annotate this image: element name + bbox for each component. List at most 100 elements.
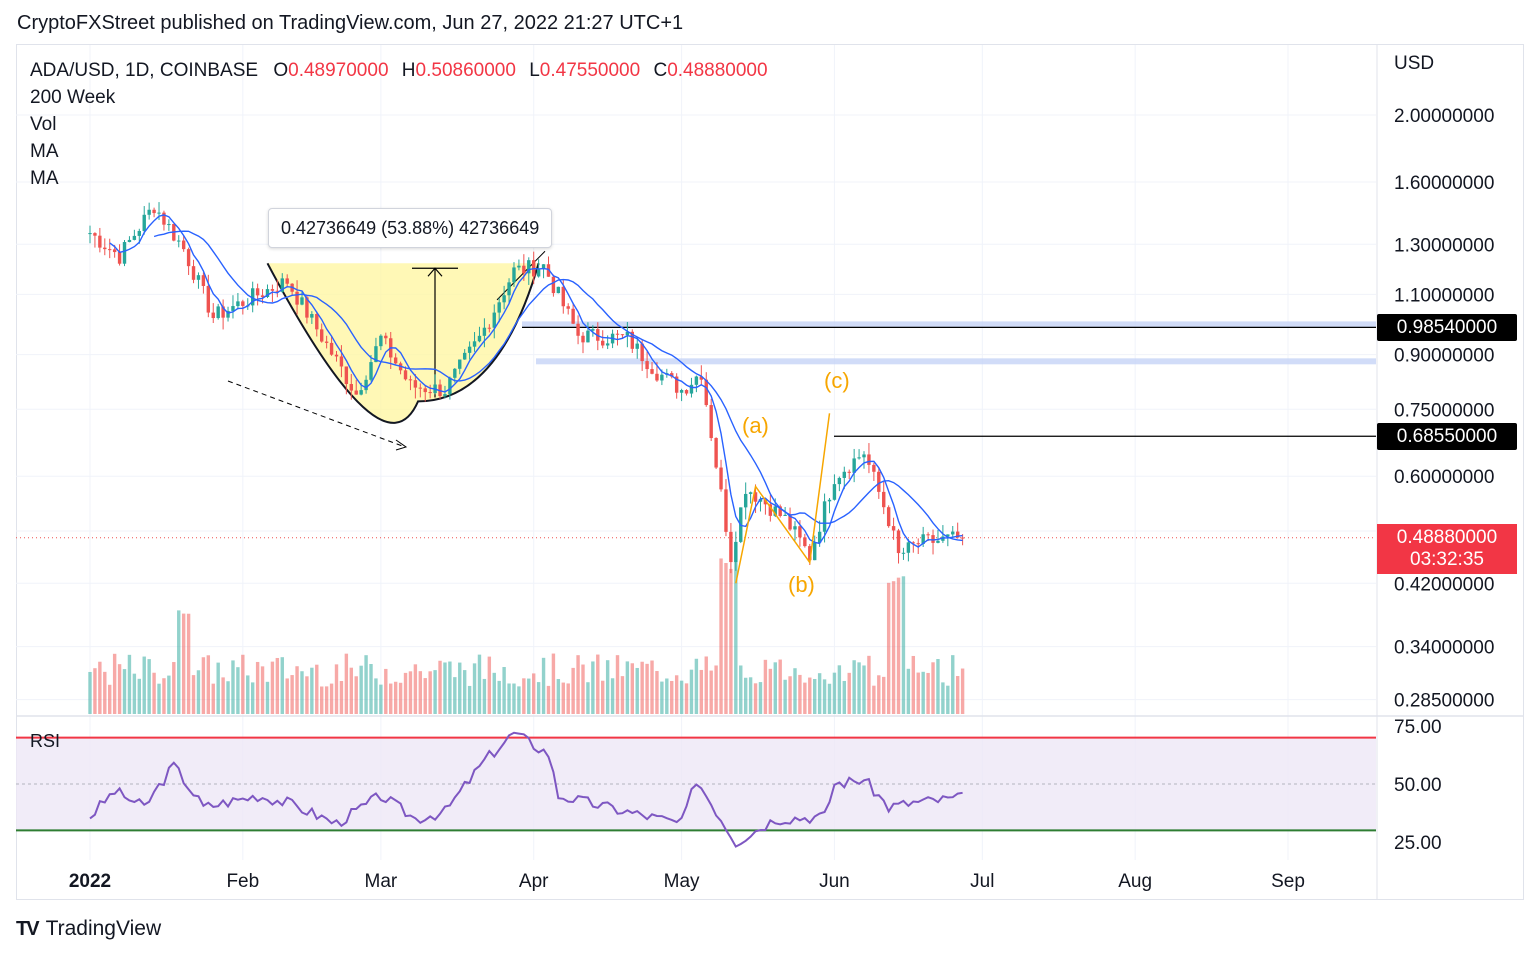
candle-body <box>803 537 807 547</box>
price-tick-label: 1.10000000 <box>1394 285 1494 306</box>
candle-body <box>936 540 940 543</box>
candle-body <box>413 380 418 388</box>
volume-bar <box>704 656 708 714</box>
volume-bar <box>877 675 881 714</box>
candle-body <box>694 376 699 385</box>
volume-bar <box>832 672 837 714</box>
candle-body <box>181 240 186 250</box>
candle-body <box>260 295 265 298</box>
volume-bar <box>556 679 561 714</box>
volume-bar <box>453 677 457 714</box>
ma-slow-line <box>153 230 963 542</box>
volume-bar <box>423 678 427 714</box>
indicator-200-week[interactable]: 200 Week <box>30 87 116 108</box>
wave-count: (a) (b) (c) <box>735 368 850 597</box>
candle-body <box>709 405 713 439</box>
volume-bar <box>921 671 925 714</box>
volume-bar <box>788 676 792 714</box>
price-tick-label: 0.60000000 <box>1394 467 1494 488</box>
volume-bar <box>324 686 329 714</box>
volume-bar <box>724 563 728 714</box>
candle-body <box>906 542 911 553</box>
candle-body <box>467 346 472 353</box>
volume-bar <box>98 661 102 714</box>
volume-bar <box>142 656 146 714</box>
volume-bar <box>236 667 240 714</box>
candle-body <box>310 314 314 318</box>
indicator-ma-1[interactable]: MA <box>30 141 59 162</box>
candle-body <box>743 493 748 508</box>
volume-bar <box>813 678 817 714</box>
candle-body <box>384 335 388 339</box>
volume-bar <box>699 669 704 714</box>
volume-bar <box>773 662 777 714</box>
volume-bar <box>320 686 324 714</box>
candle-body <box>162 212 166 225</box>
candle-body <box>798 526 802 538</box>
volume-bar <box>487 656 492 714</box>
volume-bar <box>951 655 955 714</box>
candle-body <box>551 276 556 294</box>
indicator-ma-2[interactable]: MA <box>30 168 59 189</box>
price-tick-label: 0.34000000 <box>1394 638 1494 659</box>
wave-label: (c) <box>824 368 850 393</box>
volume-bar <box>650 660 654 714</box>
volume-bar <box>181 613 186 714</box>
volume-bar <box>679 680 684 714</box>
price-tick-label: 0.42000000 <box>1394 574 1494 595</box>
time-tick-label: Feb <box>226 871 259 892</box>
candle-body <box>901 552 906 554</box>
volume-bar <box>255 661 260 714</box>
level-band-1 <box>522 321 1376 328</box>
candle-body <box>142 214 146 231</box>
volume-bar <box>221 677 225 714</box>
volume-bar <box>817 673 822 714</box>
measure-label[interactable]: 0.42736649 (53.88%) 42736649 <box>268 208 553 248</box>
volume-bar <box>364 655 368 714</box>
candle-body <box>561 286 565 307</box>
volume-bar <box>546 685 551 714</box>
volume-bar <box>566 683 570 714</box>
volume-bar <box>374 678 378 714</box>
candle-body <box>359 390 363 395</box>
candle-body <box>315 314 319 330</box>
moving-averages <box>109 214 963 548</box>
tradingview-logo-icon: TV <box>16 917 40 940</box>
volume-bar <box>265 681 270 714</box>
rsi-pane <box>16 731 1376 848</box>
low-value: 0.47550000 <box>539 60 641 81</box>
candle-body <box>877 471 881 492</box>
volume-bar <box>122 669 127 714</box>
candle-body <box>847 471 851 473</box>
candle-body <box>497 302 501 313</box>
volume-bar <box>753 683 758 714</box>
candle-body <box>477 335 482 342</box>
candle-body <box>541 264 546 270</box>
candle-body <box>896 530 901 554</box>
volume-bar <box>369 664 373 714</box>
candle-body <box>177 240 181 242</box>
candle-body <box>112 249 117 253</box>
candle-body <box>882 491 886 508</box>
symbol-label[interactable]: ADA/USD, 1D, COINBASE <box>30 60 259 81</box>
volume-bar <box>739 665 743 714</box>
volume-bar <box>822 679 827 714</box>
price-tag-current: 0.48880000 03:32:35 <box>1377 524 1517 574</box>
candle-body <box>660 374 664 381</box>
footer-brand[interactable]: TV TradingView <box>16 917 161 941</box>
candle-body <box>453 368 457 378</box>
volume-bar <box>640 661 644 714</box>
volume-bar <box>137 678 141 714</box>
volume-bar <box>147 659 151 714</box>
wave-path <box>735 413 831 584</box>
candle-body <box>393 357 398 364</box>
indicator-vol[interactable]: Vol <box>30 114 57 135</box>
volume-bar <box>808 677 812 714</box>
candle-body <box>300 297 304 305</box>
volume-bar <box>379 684 383 714</box>
volume-bar <box>591 661 595 714</box>
candle-body <box>117 252 122 264</box>
candle-body <box>719 467 723 490</box>
candle-body <box>813 542 817 561</box>
